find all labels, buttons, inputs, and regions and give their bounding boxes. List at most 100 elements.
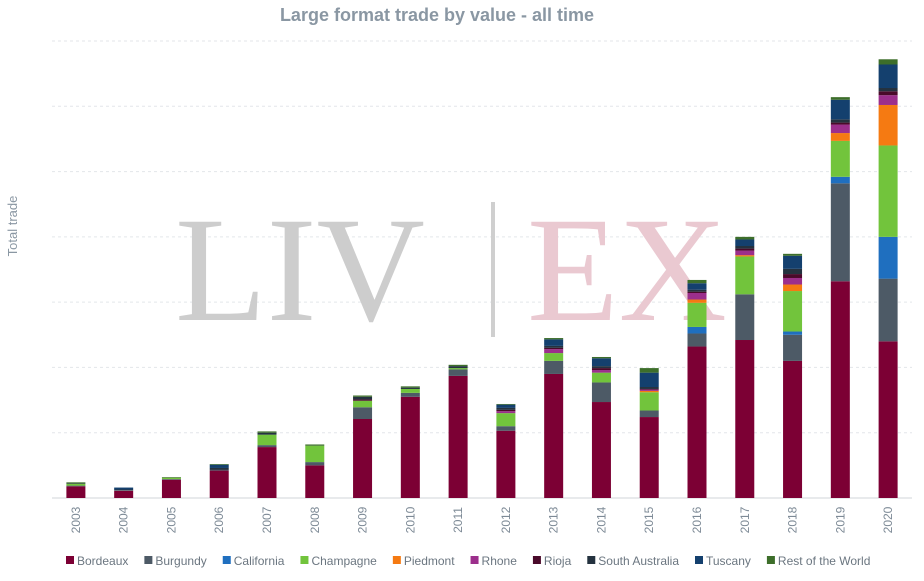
bar-segment-champagne-2007[interactable] bbox=[257, 434, 277, 446]
bar-segment-rhone-2017[interactable] bbox=[735, 250, 755, 256]
bar-segment-burgundy-2012[interactable] bbox=[496, 426, 516, 431]
bar-segment-south-australia-2003[interactable] bbox=[66, 482, 86, 484]
legend-swatch-rhone[interactable] bbox=[470, 556, 479, 564]
bar-segment-rioja-2020[interactable] bbox=[878, 91, 898, 96]
bar-segment-south-australia-2017[interactable] bbox=[735, 245, 755, 249]
bar-segment-bordeaux-2019[interactable] bbox=[830, 281, 850, 498]
bar-segment-bordeaux-2014[interactable] bbox=[591, 402, 611, 498]
bar-segment-burgundy-2019[interactable] bbox=[830, 183, 850, 282]
bar-segment-south-australia-2004[interactable] bbox=[114, 489, 134, 491]
bar-segment-rest-of-the-world-2003[interactable] bbox=[66, 482, 86, 483]
bar-segment-rest-of-the-world-2009[interactable] bbox=[353, 395, 373, 397]
bar-segment-tuscany-2020[interactable] bbox=[878, 64, 898, 89]
bar-segment-rioja-2014[interactable] bbox=[591, 368, 611, 371]
legend-label-piedmont[interactable]: Piedmont bbox=[404, 554, 455, 568]
bar-segment-rest-of-the-world-2018[interactable] bbox=[783, 253, 803, 256]
bar-segment-bordeaux-2012[interactable] bbox=[496, 430, 516, 498]
bar-segment-piedmont-2016[interactable] bbox=[687, 299, 707, 303]
bar-segment-bordeaux-2004[interactable] bbox=[114, 490, 134, 498]
bar-segment-tuscany-2012[interactable] bbox=[496, 404, 516, 408]
bar-segment-burgundy-2015[interactable] bbox=[639, 410, 659, 418]
bar-segment-south-australia-2010[interactable] bbox=[400, 387, 420, 389]
bar-segment-south-australia-2009[interactable] bbox=[353, 396, 373, 400]
bar-segment-tuscany-2016[interactable] bbox=[687, 283, 707, 290]
bar-segment-champagne-2018[interactable] bbox=[783, 291, 803, 332]
bar-segment-rest-of-the-world-2015[interactable] bbox=[639, 368, 659, 373]
bar-segment-rhone-2014[interactable] bbox=[591, 370, 611, 373]
bar-segment-rhone-2020[interactable] bbox=[878, 95, 898, 105]
legend-swatch-rioja[interactable] bbox=[532, 556, 541, 564]
legend-label-champagne[interactable]: Champagne bbox=[311, 554, 377, 568]
bar-segment-rioja-2016[interactable] bbox=[687, 291, 707, 294]
bar-segment-bordeaux-2013[interactable] bbox=[544, 373, 564, 498]
bar-segment-rioja-2013[interactable] bbox=[544, 347, 564, 350]
bar-segment-champagne-2020[interactable] bbox=[878, 145, 898, 237]
bar-segment-south-australia-2016[interactable] bbox=[687, 289, 707, 292]
bar-segment-piedmont-2019[interactable] bbox=[830, 133, 850, 141]
bar-segment-bordeaux-2008[interactable] bbox=[305, 465, 325, 498]
bar-segment-bordeaux-2005[interactable] bbox=[161, 479, 181, 498]
bar-segment-south-australia-2019[interactable] bbox=[830, 119, 850, 123]
bar-segment-bordeaux-2009[interactable] bbox=[353, 419, 373, 498]
bar-segment-champagne-2011[interactable] bbox=[448, 368, 468, 370]
legend-swatch-south-australia[interactable] bbox=[587, 556, 596, 564]
bar-segment-burgundy-2003[interactable] bbox=[66, 485, 86, 487]
bar-segment-bordeaux-2006[interactable] bbox=[209, 470, 229, 498]
bar-segment-south-australia-2007[interactable] bbox=[257, 432, 277, 435]
bar-segment-champagne-2003[interactable] bbox=[66, 483, 86, 486]
bar-segment-bordeaux-2016[interactable] bbox=[687, 346, 707, 498]
bar-segment-champagne-2017[interactable] bbox=[735, 256, 755, 295]
bar-segment-california-2016[interactable] bbox=[687, 326, 707, 334]
bar-segment-champagne-2019[interactable] bbox=[830, 140, 850, 177]
bar-segment-rhone-2019[interactable] bbox=[830, 124, 850, 134]
bar-segment-tuscany-2014[interactable] bbox=[591, 358, 611, 367]
bar-segment-burgundy-2018[interactable] bbox=[783, 334, 803, 361]
bar-segment-burgundy-2009[interactable] bbox=[353, 407, 373, 420]
bar-segment-rest-of-the-world-2012[interactable] bbox=[496, 403, 516, 405]
bar-segment-champagne-2005[interactable] bbox=[161, 477, 181, 480]
bar-segment-piedmont-2015[interactable] bbox=[639, 390, 659, 393]
bar-segment-burgundy-2020[interactable] bbox=[878, 278, 898, 342]
legend-label-rioja[interactable]: Rioja bbox=[544, 554, 572, 568]
bar-segment-burgundy-2013[interactable] bbox=[544, 360, 564, 374]
bar-segment-rioja-2012[interactable] bbox=[496, 409, 516, 412]
bar-segment-rest-of-the-world-2008[interactable] bbox=[305, 444, 325, 446]
bar-segment-bordeaux-2003[interactable] bbox=[66, 486, 86, 498]
bar-segment-rhone-2018[interactable] bbox=[783, 277, 803, 285]
bar-segment-california-2020[interactable] bbox=[878, 236, 898, 279]
bar-segment-south-australia-2014[interactable] bbox=[591, 366, 611, 369]
bar-segment-rest-of-the-world-2010[interactable] bbox=[400, 386, 420, 388]
bar-segment-burgundy-2010[interactable] bbox=[400, 392, 420, 397]
bar-segment-burgundy-2017[interactable] bbox=[735, 294, 755, 341]
bar-segment-champagne-2010[interactable] bbox=[400, 388, 420, 393]
bar-segment-rhone-2013[interactable] bbox=[544, 349, 564, 354]
bar-segment-burgundy-2005[interactable] bbox=[161, 479, 181, 480]
legend-label-burgundy[interactable]: Burgundy bbox=[155, 554, 206, 568]
bar-segment-rioja-2019[interactable] bbox=[830, 122, 850, 125]
bar-segment-rhone-2016[interactable] bbox=[687, 293, 707, 300]
legend-swatch-california[interactable] bbox=[222, 556, 231, 564]
bar-segment-south-australia-2020[interactable] bbox=[878, 88, 898, 92]
bar-segment-south-australia-2011[interactable] bbox=[448, 366, 468, 369]
bar-segment-south-australia-2015[interactable] bbox=[639, 387, 659, 389]
bar-segment-champagne-2008[interactable] bbox=[305, 445, 325, 463]
bar-segment-rest-of-the-world-2020[interactable] bbox=[878, 59, 898, 65]
legend-label-tuscany[interactable]: Tuscany bbox=[706, 554, 751, 568]
bar-segment-burgundy-2016[interactable] bbox=[687, 333, 707, 347]
bar-segment-champagne-2009[interactable] bbox=[353, 400, 373, 408]
legend-label-california[interactable]: California bbox=[234, 554, 285, 568]
legend-swatch-burgundy[interactable] bbox=[144, 556, 153, 564]
legend-swatch-bordeaux[interactable] bbox=[66, 556, 74, 564]
bar-segment-rioja-2018[interactable] bbox=[783, 274, 803, 278]
bar-segment-rest-of-the-world-2017[interactable] bbox=[735, 236, 755, 240]
bar-segment-rest-of-the-world-2019[interactable] bbox=[830, 97, 850, 100]
bar-segment-bordeaux-2018[interactable] bbox=[783, 360, 803, 498]
bar-segment-burgundy-2014[interactable] bbox=[591, 382, 611, 403]
bar-segment-rest-of-the-world-2016[interactable] bbox=[687, 279, 707, 284]
bar-segment-rhone-2012[interactable] bbox=[496, 411, 516, 414]
bar-segment-tuscany-2004[interactable] bbox=[114, 487, 134, 490]
bar-segment-burgundy-2008[interactable] bbox=[305, 462, 325, 466]
bar-segment-champagne-2016[interactable] bbox=[687, 302, 707, 327]
bar-segment-south-australia-2006[interactable] bbox=[209, 467, 229, 470]
bar-segment-south-australia-2012[interactable] bbox=[496, 407, 516, 410]
